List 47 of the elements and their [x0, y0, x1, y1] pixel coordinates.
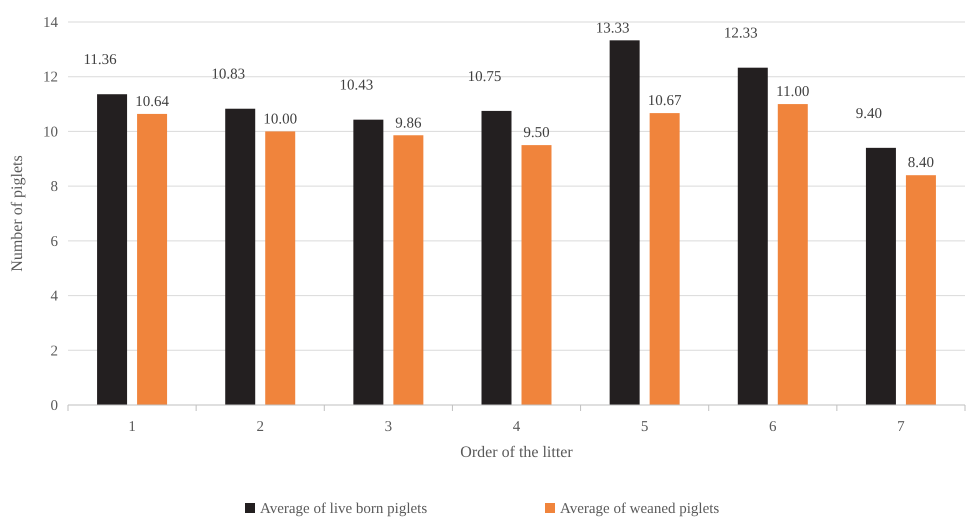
x-tick-label: 7: [897, 419, 906, 435]
bar: [778, 104, 808, 405]
bar: [650, 113, 680, 405]
y-tick-label: 8: [50, 179, 58, 196]
x-tick-label: 6: [769, 419, 778, 435]
x-tick-label: 3: [384, 419, 392, 435]
x-axis-title: Order of the litter: [460, 444, 574, 461]
bar: [97, 94, 128, 405]
bar: [866, 148, 896, 405]
bar: [137, 114, 168, 405]
data-label: 11.00: [776, 84, 810, 100]
legend-label: Average of live born piglets: [260, 501, 428, 517]
data-label: 8.40: [908, 155, 934, 172]
y-tick-label: 12: [43, 70, 58, 86]
bar: [522, 145, 552, 405]
bar: [906, 175, 936, 405]
data-label: 10.83: [211, 66, 246, 83]
x-tick-label: 2: [256, 419, 264, 435]
y-tick-label: 14: [43, 15, 58, 31]
data-label: 10.75: [468, 68, 502, 85]
data-label: 11.36: [83, 52, 118, 68]
bar: [738, 68, 768, 405]
bar: [265, 131, 296, 405]
legend-label: Average of weaned piglets: [560, 501, 720, 517]
bar: [225, 108, 256, 405]
bar: [610, 40, 640, 405]
y-tick-label: 6: [50, 234, 58, 250]
x-tick-label: 1: [128, 419, 136, 435]
x-tick-label: 5: [640, 419, 648, 435]
data-label: 13.33: [596, 20, 630, 36]
data-label: 10.43: [339, 78, 374, 94]
data-label: 10.67: [648, 93, 682, 110]
y-tick-label: 0: [50, 398, 58, 414]
y-tick-label: 4: [50, 288, 58, 305]
bar: [353, 120, 384, 405]
y-tick-label: 2: [50, 343, 58, 360]
data-label: 10.64: [135, 94, 170, 110]
bar: [393, 135, 424, 405]
x-tick-label: 4: [512, 419, 521, 435]
bar: [482, 110, 512, 405]
data-label: 10.00: [263, 111, 298, 128]
y-axis-title: Number of piglets: [9, 155, 26, 272]
data-label: 9.40: [856, 106, 882, 122]
data-label: 9.50: [523, 125, 550, 142]
data-label: 12.33: [724, 26, 758, 42]
data-label: 9.86: [395, 115, 422, 132]
y-tick-label: 10: [43, 124, 58, 140]
